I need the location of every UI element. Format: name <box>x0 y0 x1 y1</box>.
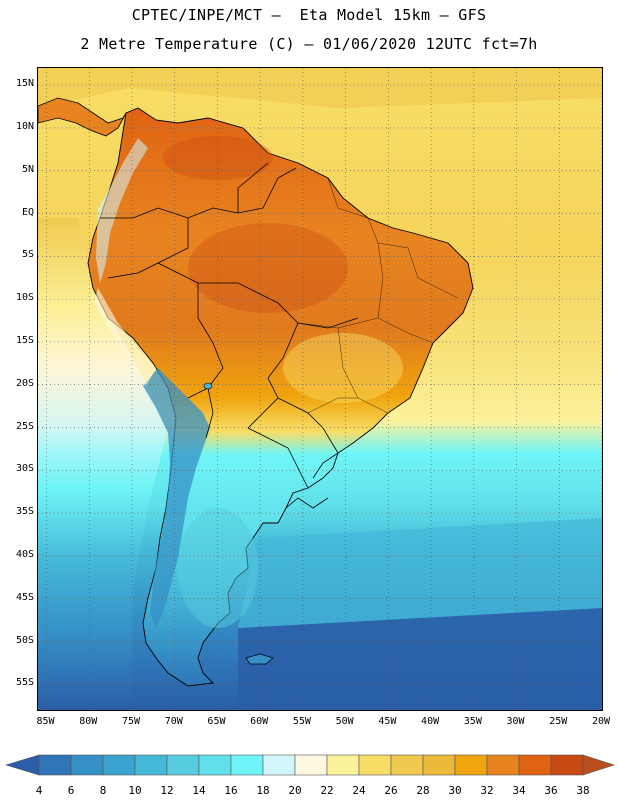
colorbar-swatch <box>294 754 328 776</box>
latitude-tick-label: 20S <box>15 377 34 389</box>
longitude-tick-label: 75W <box>121 716 141 727</box>
colorbar-level-label: 32 <box>480 784 494 797</box>
latitude-tick-label: 10N <box>15 120 34 132</box>
colorbar-low-arrow <box>4 754 40 776</box>
longitude-tick-label: 20W <box>591 716 611 727</box>
colorbar-swatch <box>550 754 584 776</box>
longitude-tick-label: 85W <box>36 716 55 727</box>
longitude-tick-label: 70W <box>164 716 183 727</box>
latitude-tick-label: 5N <box>21 163 34 175</box>
caribbean-warm-area <box>38 68 602 108</box>
colorbar-level-label: 36 <box>544 784 558 797</box>
colorbar-swatch <box>486 754 520 776</box>
colorbar-level-label: 14 <box>192 784 206 797</box>
longitude-tick-label: 45W <box>378 716 397 727</box>
latitude-tick-label: 55S <box>15 677 34 689</box>
lake-titicaca <box>203 382 213 390</box>
south-atlantic-cold-band <box>238 608 602 710</box>
colorbar-level-label: 4 <box>35 784 43 797</box>
colorbar-swatch <box>358 754 392 776</box>
colorbar-level-label: 12 <box>160 784 174 797</box>
title-line-1: CPTEC/INPE/MCT – Eta Model 15km – GFS <box>131 6 487 24</box>
longitude-tick-label: 60W <box>250 716 269 727</box>
andes-highlands <box>143 368 210 628</box>
colorbar-swatch <box>326 754 360 776</box>
longitude-tick-label: 30W <box>506 716 525 727</box>
northern-andes-cool-strip <box>96 138 148 283</box>
latitude-tick-label: 15N <box>15 78 34 90</box>
colorbar-level-label: 26 <box>384 784 398 797</box>
latitude-tick-label: 35S <box>15 506 34 518</box>
colorbar-swatch <box>166 754 200 776</box>
longitude-tick-label: 65W <box>207 716 226 727</box>
central-america <box>38 97 127 137</box>
latitude-tick-label: 40S <box>15 548 34 560</box>
colorbar-level-label: 8 <box>99 784 107 797</box>
colorbar-swatch <box>134 754 168 776</box>
latitude-tick-label: 30S <box>15 463 34 475</box>
state-borders <box>297 177 459 414</box>
longitude-tick-label: 80W <box>79 716 98 727</box>
colorbar-swatch <box>70 754 104 776</box>
colorbar-swatch <box>422 754 456 776</box>
latitude-tick-label: 10S <box>15 292 34 304</box>
title-line-2: 2 Metre Temperature (C) – 01/06/2020 12U… <box>80 35 538 53</box>
pacific-cool-band <box>38 218 168 710</box>
colorbar-high-arrow <box>582 754 615 776</box>
latitude-tick-label: EQ <box>21 206 34 218</box>
venezuela-hot-region <box>163 136 273 180</box>
longitude-tick-label: 25W <box>549 716 568 727</box>
colorbar-level-label: 28 <box>416 784 430 797</box>
south-atlantic-mid-band <box>238 518 602 628</box>
colorbar <box>0 750 618 800</box>
colorbar-level-label: 22 <box>320 784 334 797</box>
colorbar-level-label: 38 <box>576 784 590 797</box>
colorbar-level-label: 34 <box>512 784 526 797</box>
country-borders <box>100 162 359 509</box>
colorbar-level-label: 16 <box>224 784 238 797</box>
colorbar-level-label: 10 <box>128 784 142 797</box>
colorbar-swatch <box>102 754 136 776</box>
latitude-tick-label: 25S <box>15 420 34 432</box>
patagonia-cool-region <box>178 508 258 628</box>
coastal-desert-strip <box>94 288 156 386</box>
colorbar-swatch <box>262 754 296 776</box>
colorbar-swatch <box>454 754 488 776</box>
colorbar-level-label: 18 <box>256 784 270 797</box>
colorbar-swatch <box>38 754 72 776</box>
latitude-tick-label: 15S <box>15 334 34 346</box>
latitude-tick-label: 5S <box>21 249 34 261</box>
colorbar-swatch <box>518 754 552 776</box>
latitude-tick-label: 45S <box>15 591 34 603</box>
colorbar-level-label: 30 <box>448 784 462 797</box>
longitude-tick-label: 50W <box>335 716 354 727</box>
colorbar-swatch <box>198 754 232 776</box>
longitude-tick-label: 35W <box>463 716 482 727</box>
colorbar-swatch <box>230 754 264 776</box>
latitude-tick-label: 50S <box>15 634 34 646</box>
longitude-tick-label: 40W <box>421 716 440 727</box>
temperature-map <box>37 67 603 711</box>
colorbar-level-label: 6 <box>67 784 75 797</box>
longitude-tick-label: 55W <box>292 716 311 727</box>
colorbar-level-label: 24 <box>352 784 366 797</box>
colorbar-swatch <box>390 754 424 776</box>
falkland-islands <box>245 653 274 665</box>
colorbar-level-label: 20 <box>288 784 302 797</box>
amazon-hot-region <box>188 223 348 313</box>
